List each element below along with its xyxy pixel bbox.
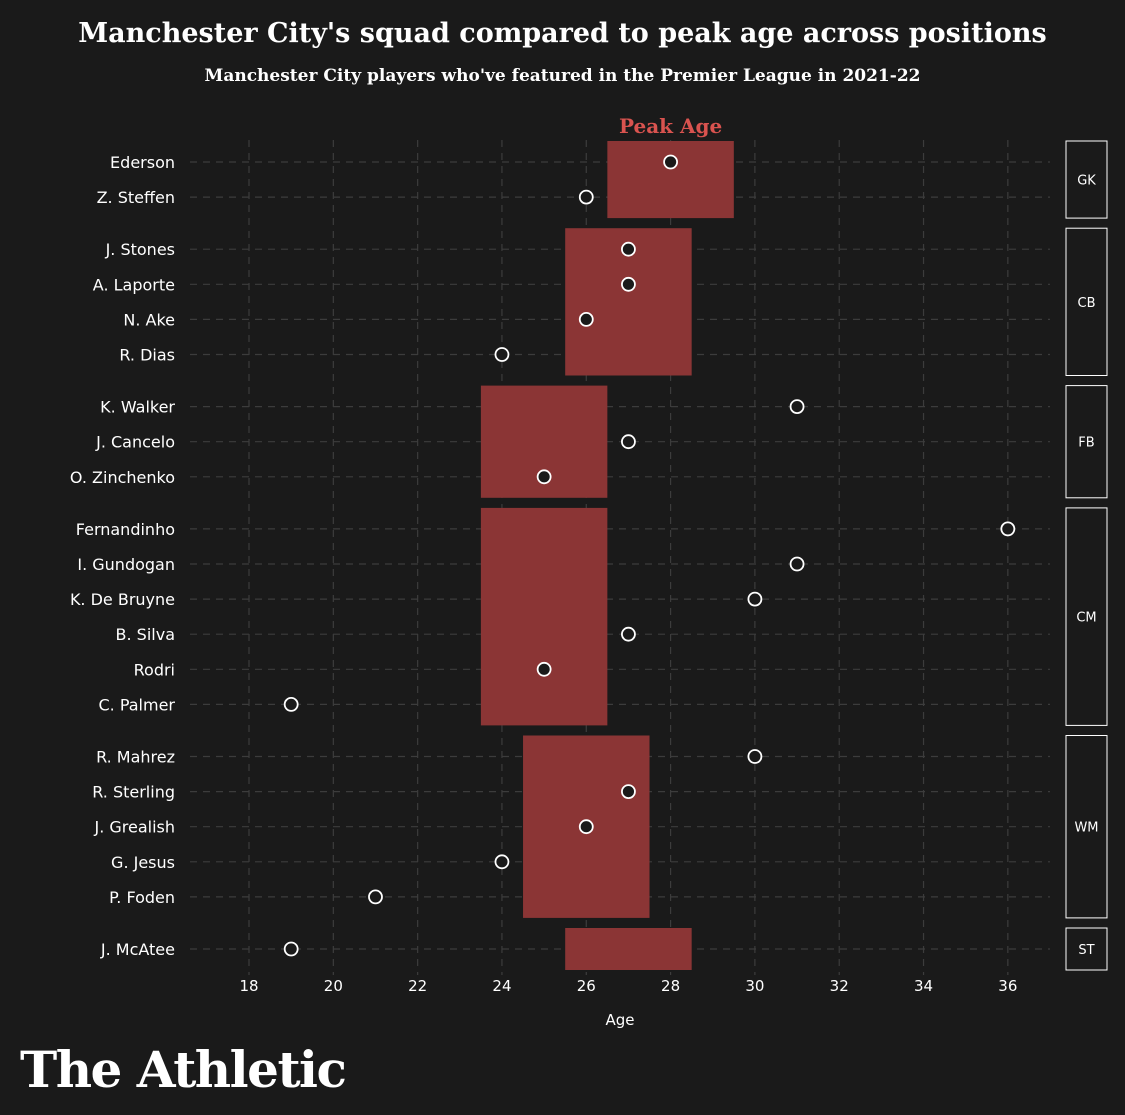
player-age-point <box>494 854 510 870</box>
player-label: R. Dias <box>119 346 175 365</box>
player-label: N. Ake <box>123 310 175 329</box>
player-label: O. Zinchenko <box>70 468 175 487</box>
player-age-point <box>621 626 636 642</box>
position-label: GK <box>1077 174 1096 189</box>
player-age-point <box>621 241 636 257</box>
position-facet-cb <box>1065 227 1108 376</box>
x-tick-label: 26 <box>577 977 596 995</box>
player-age-point <box>283 941 299 957</box>
player-age-point <box>747 749 763 764</box>
player-label: R. Sterling <box>92 783 175 802</box>
player-age-point <box>578 819 594 835</box>
chart-subtitle: Manchester City players who've featured … <box>204 66 921 86</box>
position-label: CM <box>1076 611 1096 626</box>
player-age-point <box>578 189 594 205</box>
player-label: A. Laporte <box>93 275 175 294</box>
player-label: B. Silva <box>116 625 175 644</box>
player-label: I. Gundogan <box>77 555 175 574</box>
x-tick-label: 20 <box>324 977 343 995</box>
position-label: FB <box>1078 436 1094 451</box>
player-age-point <box>283 697 299 712</box>
position-facet-gk <box>1065 140 1108 219</box>
player-age-point <box>663 154 678 170</box>
player-age-point <box>1000 521 1016 537</box>
player-label: Z. Steffen <box>97 188 175 207</box>
player-label: G. Jesus <box>111 853 175 872</box>
player-label: K. Walker <box>100 398 175 417</box>
position-facet-st <box>1065 927 1108 971</box>
position-label: CB <box>1078 296 1096 311</box>
player-label: Ederson <box>110 153 175 172</box>
player-age-point <box>621 276 636 292</box>
player-age-point <box>494 347 510 362</box>
player-label: P. Foden <box>109 888 175 907</box>
peak-age-band-st <box>565 928 692 970</box>
x-tick-label: 36 <box>998 977 1017 995</box>
peak-age-band-cm <box>480 507 608 726</box>
x-tick-label: 22 <box>408 977 427 995</box>
player-age-point <box>789 556 805 572</box>
x-tick-label: 24 <box>492 977 511 995</box>
chart-title: Manchester City's squad compared to peak… <box>78 18 1047 49</box>
position-label: WM <box>1074 821 1098 836</box>
player-age-point <box>789 399 805 415</box>
player-age-point <box>536 469 552 485</box>
peak-age-label: Peak Age <box>619 114 722 138</box>
player-age-point <box>578 311 594 327</box>
position-label: ST <box>1078 943 1094 958</box>
player-label: J. McAtee <box>100 940 175 959</box>
x-tick-label: 32 <box>830 977 849 995</box>
the-athletic-logo: The Athletic <box>20 1040 347 1099</box>
x-tick-label: 28 <box>661 977 680 995</box>
player-age-point <box>368 889 383 905</box>
position-facet-wm <box>1065 735 1108 919</box>
x-axis-label: Age <box>605 1011 634 1029</box>
player-label: J. Grealish <box>93 818 175 837</box>
player-age-point <box>621 434 636 450</box>
player-label: C. Palmer <box>98 695 175 714</box>
player-label: K. De Bruyne <box>70 590 175 609</box>
player-label: R. Mahrez <box>96 748 175 767</box>
player-age-point <box>747 591 763 607</box>
player-label: J. Stones <box>105 240 175 259</box>
x-tick-label: 30 <box>745 977 764 995</box>
position-facet-fb <box>1065 385 1108 499</box>
player-label: J. Cancelo <box>95 433 175 452</box>
x-tick-label: 18 <box>239 977 258 995</box>
player-age-point <box>621 784 636 799</box>
position-facet-cm <box>1065 507 1108 726</box>
player-label: Fernandinho <box>76 520 175 539</box>
player-label: Rodri <box>134 660 175 679</box>
peak-age-band-gk <box>607 141 734 219</box>
x-tick-label: 34 <box>914 977 933 995</box>
player-age-point <box>536 661 552 677</box>
